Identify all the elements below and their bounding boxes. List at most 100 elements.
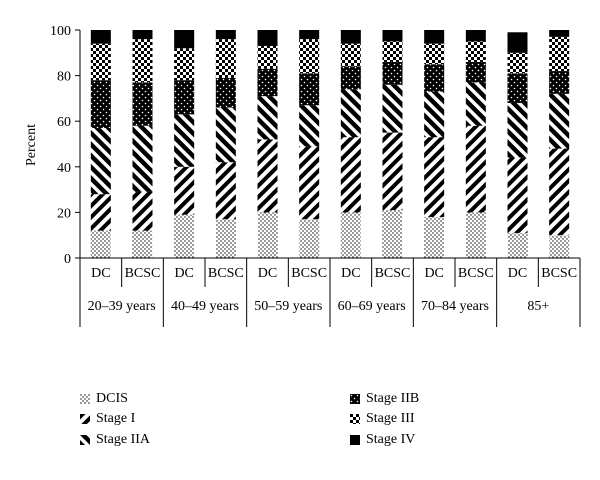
axes: 0 20 40 60 80 100 xyxy=(50,24,581,327)
x-group-label: 70–84 years xyxy=(421,299,489,314)
bar-segment-stage-iii-7 xyxy=(382,41,403,62)
bar-segment-stage-iii-2 xyxy=(174,48,195,81)
bar-segment-stage-iib-4 xyxy=(257,68,278,97)
y-tick-label: 80 xyxy=(57,70,71,85)
x-group-label: 50–59 years xyxy=(254,299,322,314)
bar-segment-stage-iv-0 xyxy=(90,30,111,44)
bar-segment-stage-iii-4 xyxy=(257,45,278,69)
bar-segment-stage-iii-8 xyxy=(424,43,445,65)
y-tick-label: 60 xyxy=(57,115,71,130)
bar-segment-stage-iib-7 xyxy=(382,61,403,85)
x-category-label: BCSC xyxy=(458,266,494,281)
bar-segment-dcis-1 xyxy=(132,230,153,258)
bar-segment-stage-iia-3 xyxy=(215,107,236,163)
bar-segment-stage-iia-1 xyxy=(132,125,153,192)
bar-segment-dcis-0 xyxy=(90,230,111,258)
bar-segment-stage-iii-3 xyxy=(215,39,236,78)
x-group-label: 60–69 years xyxy=(338,299,406,314)
bar-segment-stage-iib-6 xyxy=(340,66,361,90)
bar-segment-stage-iia-11 xyxy=(549,93,570,149)
bar-segment-stage-i-10 xyxy=(507,157,528,233)
bar-segment-stage-iib-0 xyxy=(90,80,111,129)
bar-segment-stage-iv-4 xyxy=(257,30,278,46)
bar-segment-stage-iii-5 xyxy=(299,39,320,74)
x-category-label: BCSC xyxy=(291,266,327,281)
bar-segment-stage-iii-6 xyxy=(340,43,361,67)
bar-segment-dcis-2 xyxy=(174,214,195,258)
bar-segment-stage-iii-9 xyxy=(465,41,486,62)
bar-segment-stage-i-0 xyxy=(90,194,111,231)
bar-segment-dcis-6 xyxy=(340,212,361,258)
bar-segment-dcis-11 xyxy=(549,235,570,258)
bar-segment-stage-iib-3 xyxy=(215,77,236,108)
bar-segment-stage-iii-0 xyxy=(90,43,111,81)
bar-segment-stage-i-5 xyxy=(299,146,320,220)
bar-segment-stage-iv-1 xyxy=(132,30,153,40)
bar-segment-stage-i-3 xyxy=(215,162,236,220)
bar-segment-stage-iia-10 xyxy=(507,102,528,158)
bar-segment-stage-iv-3 xyxy=(215,30,236,40)
bar-segment-stage-iii-10 xyxy=(507,52,528,74)
bar-segment-stage-i-9 xyxy=(465,125,486,213)
bar-segment-stage-iib-10 xyxy=(507,73,528,103)
bar-segment-stage-iib-11 xyxy=(549,71,570,94)
bar-segment-stage-iia-5 xyxy=(299,105,320,147)
x-category-label: DC xyxy=(258,266,277,281)
x-category-label: BCSC xyxy=(541,266,577,281)
bar-segment-stage-i-4 xyxy=(257,139,278,213)
bar-segment-stage-iib-2 xyxy=(174,80,195,115)
x-category-label: BCSC xyxy=(125,266,161,281)
bar-segment-dcis-4 xyxy=(257,212,278,258)
y-tick-label: 0 xyxy=(64,252,71,267)
bar-segment-stage-i-7 xyxy=(382,132,403,211)
bar-segment-stage-i-11 xyxy=(549,148,570,236)
bar-segment-stage-iib-5 xyxy=(299,73,320,106)
bar-segment-dcis-5 xyxy=(299,219,320,258)
bar-segment-dcis-9 xyxy=(465,212,486,258)
bar-segment-stage-iii-11 xyxy=(549,36,570,72)
bar-segment-dcis-10 xyxy=(507,232,528,258)
x-category-label: DC xyxy=(508,266,527,281)
x-category-label: DC xyxy=(424,266,443,281)
x-axis-labels: DC BCSC DC BCSC DC BCSC DC BCSC DC BCSC DC BCSC 20–3… xyxy=(88,266,577,314)
bar-segment-stage-i-8 xyxy=(424,137,445,217)
bar-segment-stage-iib-8 xyxy=(424,64,445,92)
bar-segment-stage-iv-8 xyxy=(424,30,445,44)
bar-segment-stage-iv-2 xyxy=(174,30,195,49)
bar-segment-dcis-7 xyxy=(382,210,403,258)
bar-segment-stage-iia-7 xyxy=(382,84,403,133)
x-group-label: 40–49 years xyxy=(171,299,239,314)
bar-segment-stage-iia-8 xyxy=(424,91,445,138)
plot-area xyxy=(90,30,570,258)
bar-segment-stage-iv-7 xyxy=(382,30,403,42)
bar-segment-stage-iia-9 xyxy=(465,82,486,126)
bar-segment-stage-iv-9 xyxy=(465,30,486,42)
y-axis-label: Percent xyxy=(24,124,39,166)
bar-segment-stage-iib-1 xyxy=(132,82,153,126)
x-category-label: DC xyxy=(174,266,193,281)
bar-segment-stage-iv-6 xyxy=(340,30,361,44)
bar-segment-stage-iii-1 xyxy=(132,39,153,83)
y-tick-label: 20 xyxy=(57,206,71,221)
bar-segment-stage-iia-4 xyxy=(257,96,278,140)
y-tick-label: 100 xyxy=(50,24,71,39)
bar-segment-stage-iia-0 xyxy=(90,128,111,195)
bar-segment-stage-iia-2 xyxy=(174,114,195,167)
x-category-label: DC xyxy=(341,266,360,281)
y-tick-label: 40 xyxy=(57,161,71,176)
bar-segment-dcis-3 xyxy=(215,219,236,258)
x-category-label: DC xyxy=(91,266,110,281)
bar-segment-stage-iv-11 xyxy=(549,30,570,37)
bar-segment-dcis-8 xyxy=(424,216,445,258)
x-category-label: BCSC xyxy=(208,266,244,281)
bar-segment-stage-i-1 xyxy=(132,191,153,231)
bar-segment-stage-i-6 xyxy=(340,137,361,213)
bar-segment-stage-i-2 xyxy=(174,166,195,215)
x-category-label: BCSC xyxy=(375,266,411,281)
bar-segment-stage-iv-10 xyxy=(507,32,528,53)
bar-segment-stage-iia-6 xyxy=(340,89,361,138)
bar-segment-stage-iib-9 xyxy=(465,61,486,83)
x-group-label: 85+ xyxy=(527,299,549,314)
x-group-label: 20–39 years xyxy=(88,299,156,314)
